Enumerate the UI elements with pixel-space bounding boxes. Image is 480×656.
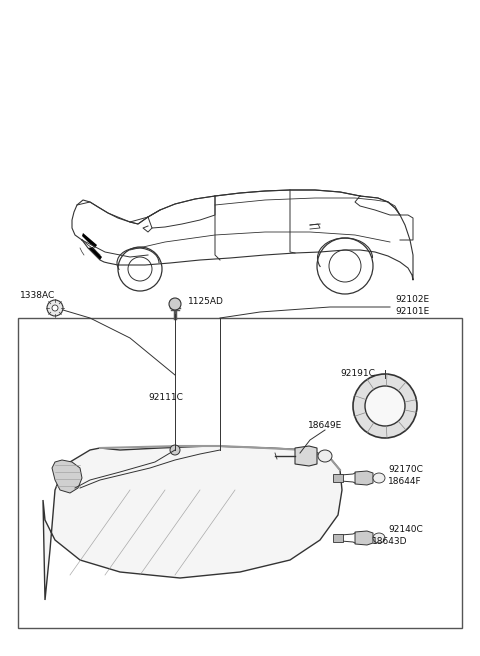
Ellipse shape <box>373 473 385 483</box>
Circle shape <box>47 300 63 316</box>
Polygon shape <box>295 446 317 466</box>
Text: 1338AC: 1338AC <box>20 291 55 300</box>
Text: 92140C: 92140C <box>388 525 423 535</box>
Text: 18643D: 18643D <box>372 537 408 546</box>
Ellipse shape <box>373 533 385 543</box>
Bar <box>18 318 462 628</box>
Bar <box>333 474 343 482</box>
Text: 92191C: 92191C <box>340 369 375 379</box>
Circle shape <box>353 374 417 438</box>
Ellipse shape <box>318 450 332 462</box>
Text: 18644F: 18644F <box>388 478 421 487</box>
Polygon shape <box>355 471 373 485</box>
Circle shape <box>52 305 58 311</box>
Text: 92101E: 92101E <box>395 308 429 316</box>
Text: 1125AD: 1125AD <box>188 297 224 306</box>
Polygon shape <box>355 531 373 545</box>
Text: 92111C: 92111C <box>148 394 183 403</box>
Text: 18649E: 18649E <box>308 420 342 430</box>
Polygon shape <box>52 460 82 493</box>
Circle shape <box>365 386 405 426</box>
Polygon shape <box>88 247 102 260</box>
Text: 92102E: 92102E <box>395 295 429 304</box>
Polygon shape <box>82 233 97 248</box>
Circle shape <box>169 298 181 310</box>
Bar <box>333 534 343 542</box>
Text: 92170C: 92170C <box>388 466 423 474</box>
Polygon shape <box>43 446 342 600</box>
Circle shape <box>170 445 180 455</box>
